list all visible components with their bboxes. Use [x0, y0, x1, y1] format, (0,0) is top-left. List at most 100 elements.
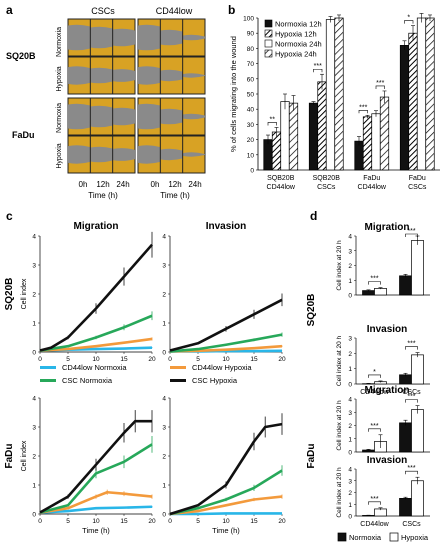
d-legend-swatch	[337, 532, 347, 542]
wound-gap	[112, 69, 135, 82]
c-x-tick-label: 20	[148, 356, 156, 363]
d-y-tick-label: 2	[348, 263, 352, 270]
b-bar	[317, 81, 327, 171]
panel-label-c: c	[6, 209, 13, 223]
d-y-axis-label: Cell index at 20 h	[336, 400, 343, 451]
c-x-tick-label: 15	[250, 356, 258, 363]
b-category-label: FaDu	[409, 175, 426, 182]
b-bar	[416, 17, 427, 171]
b-y-tick-label: 100	[243, 16, 254, 23]
c-x-tick-label: 20	[278, 356, 286, 363]
panel-label-d: d	[310, 209, 317, 223]
b-bar	[288, 102, 299, 171]
b-sig-bracket	[313, 68, 323, 73]
c-x-tick-label: 10	[222, 518, 230, 525]
c-x-tick-label: 0	[168, 356, 172, 363]
c-y-tick-label: 4	[32, 396, 36, 403]
b-sig-bracket	[375, 85, 385, 89]
b-category-label: FaDu	[363, 175, 380, 182]
c-legend-label: CSC Normoxia	[62, 376, 113, 385]
c-col-title: Invasion	[206, 221, 247, 232]
b-bar	[371, 113, 381, 171]
c-x-tick-label: 5	[66, 518, 70, 525]
b-category-label: CSCs	[408, 184, 427, 191]
b-bar	[325, 19, 336, 171]
wound-gap	[160, 69, 183, 82]
d-y-tick-label: 0	[348, 293, 352, 300]
b-category-label: CD44low	[267, 184, 296, 191]
b-y-axis-label: % of cells migrating into the wound	[229, 36, 238, 152]
d-bar	[411, 240, 424, 296]
d-sig-bracket	[368, 501, 381, 505]
panel-b-bar-chart: 0 10 20 30 40 50 60 70 80 90 100 % of cells migrati…	[229, 13, 440, 191]
b-bar	[362, 116, 373, 171]
c-series-line	[39, 490, 153, 514]
wound-gap	[138, 103, 161, 130]
b-sig-bracket	[267, 122, 277, 126]
b-sig-bracket	[358, 109, 368, 114]
b-y-tick-label: 30	[247, 122, 255, 129]
time-tick-24h-b: 24h	[188, 180, 201, 189]
b-category-label: CSCs	[317, 184, 336, 191]
wound-gap	[182, 152, 205, 157]
wound-gap	[182, 73, 205, 78]
d-sig-label: ***	[370, 423, 378, 430]
c-y-tick-label: 3	[32, 263, 36, 270]
d-sig-label: *	[373, 369, 376, 376]
c-y-tick-label: 0	[32, 350, 36, 357]
c-y-tick-label: 4	[162, 396, 166, 403]
b-y-tick-label: 10	[247, 152, 255, 159]
d-sig-bracket	[368, 428, 381, 432]
b-y-tick-label: 40	[247, 107, 255, 114]
c-y-tick-label: 1	[32, 321, 36, 328]
c-x-tick-label: 5	[196, 518, 200, 525]
b-bar	[271, 131, 282, 171]
c-y-tick-label: 3	[162, 263, 166, 270]
c-y-tick-label: 2	[162, 454, 166, 461]
d-sig-label: ***	[407, 341, 415, 348]
d-category-label: CSCs	[402, 389, 421, 396]
c-row-label: SQ20B	[4, 278, 15, 311]
wound-gap	[160, 148, 183, 161]
b-y-tick-label: 60	[247, 76, 255, 83]
c-x-tick-label: 10	[92, 518, 100, 525]
d-y-tick-label: 0	[348, 450, 352, 457]
b-y-tick-label: 90	[247, 31, 255, 38]
c-y-tick-label: 0	[32, 512, 36, 519]
c-y-tick-label: 4	[32, 234, 36, 241]
row-label-hypoxia-2: Hypoxia	[56, 143, 63, 168]
d-y-tick-label: 4	[348, 397, 352, 404]
d-y-axis-label: Cell index at 20 h	[336, 240, 343, 291]
d-subplot-title: Migration	[365, 385, 410, 396]
c-x-tick-label: 20	[148, 518, 156, 525]
row-label-hypoxia-1: Hypoxia	[56, 66, 63, 91]
panel-label-b: b	[228, 3, 235, 17]
d-y-tick-label: 1	[348, 436, 352, 443]
c-y-axis-label: Cell index	[21, 440, 28, 471]
panel-d-bar-charts: SQ20B FaDu Migration 0 1 2 3 4 Cell index at 20 …	[306, 222, 430, 542]
b-y-tick-label: 80	[247, 46, 255, 53]
d-y-tick-label: 3	[348, 478, 352, 485]
b-sig-label: ***	[376, 80, 384, 87]
d-legend-swatch	[389, 532, 399, 542]
d-sig-bracket	[368, 281, 381, 285]
c-y-tick-label: 4	[162, 234, 166, 241]
c-legend-label: CD44low Hypoxia	[192, 363, 252, 372]
c-x-axis-label: Time (h)	[212, 526, 240, 535]
d-sig-label: ***	[407, 394, 415, 401]
c-row-label: FaDu	[4, 444, 15, 469]
wound-gap	[112, 28, 135, 47]
d-row-label: FaDu	[306, 444, 317, 469]
d-category-label: CD44low	[360, 389, 389, 396]
wound-gap	[112, 107, 135, 126]
time-tick-24h: 24h	[116, 180, 129, 189]
col-header-cscs: CSCs	[91, 6, 115, 16]
d-bar	[411, 409, 424, 453]
d-legend-label: Normoxia	[349, 533, 382, 542]
wound-gap	[90, 105, 113, 128]
b-legend-swatch	[264, 29, 273, 38]
b-bar	[379, 96, 390, 171]
col-header-cd44low: CD44low	[156, 6, 193, 16]
